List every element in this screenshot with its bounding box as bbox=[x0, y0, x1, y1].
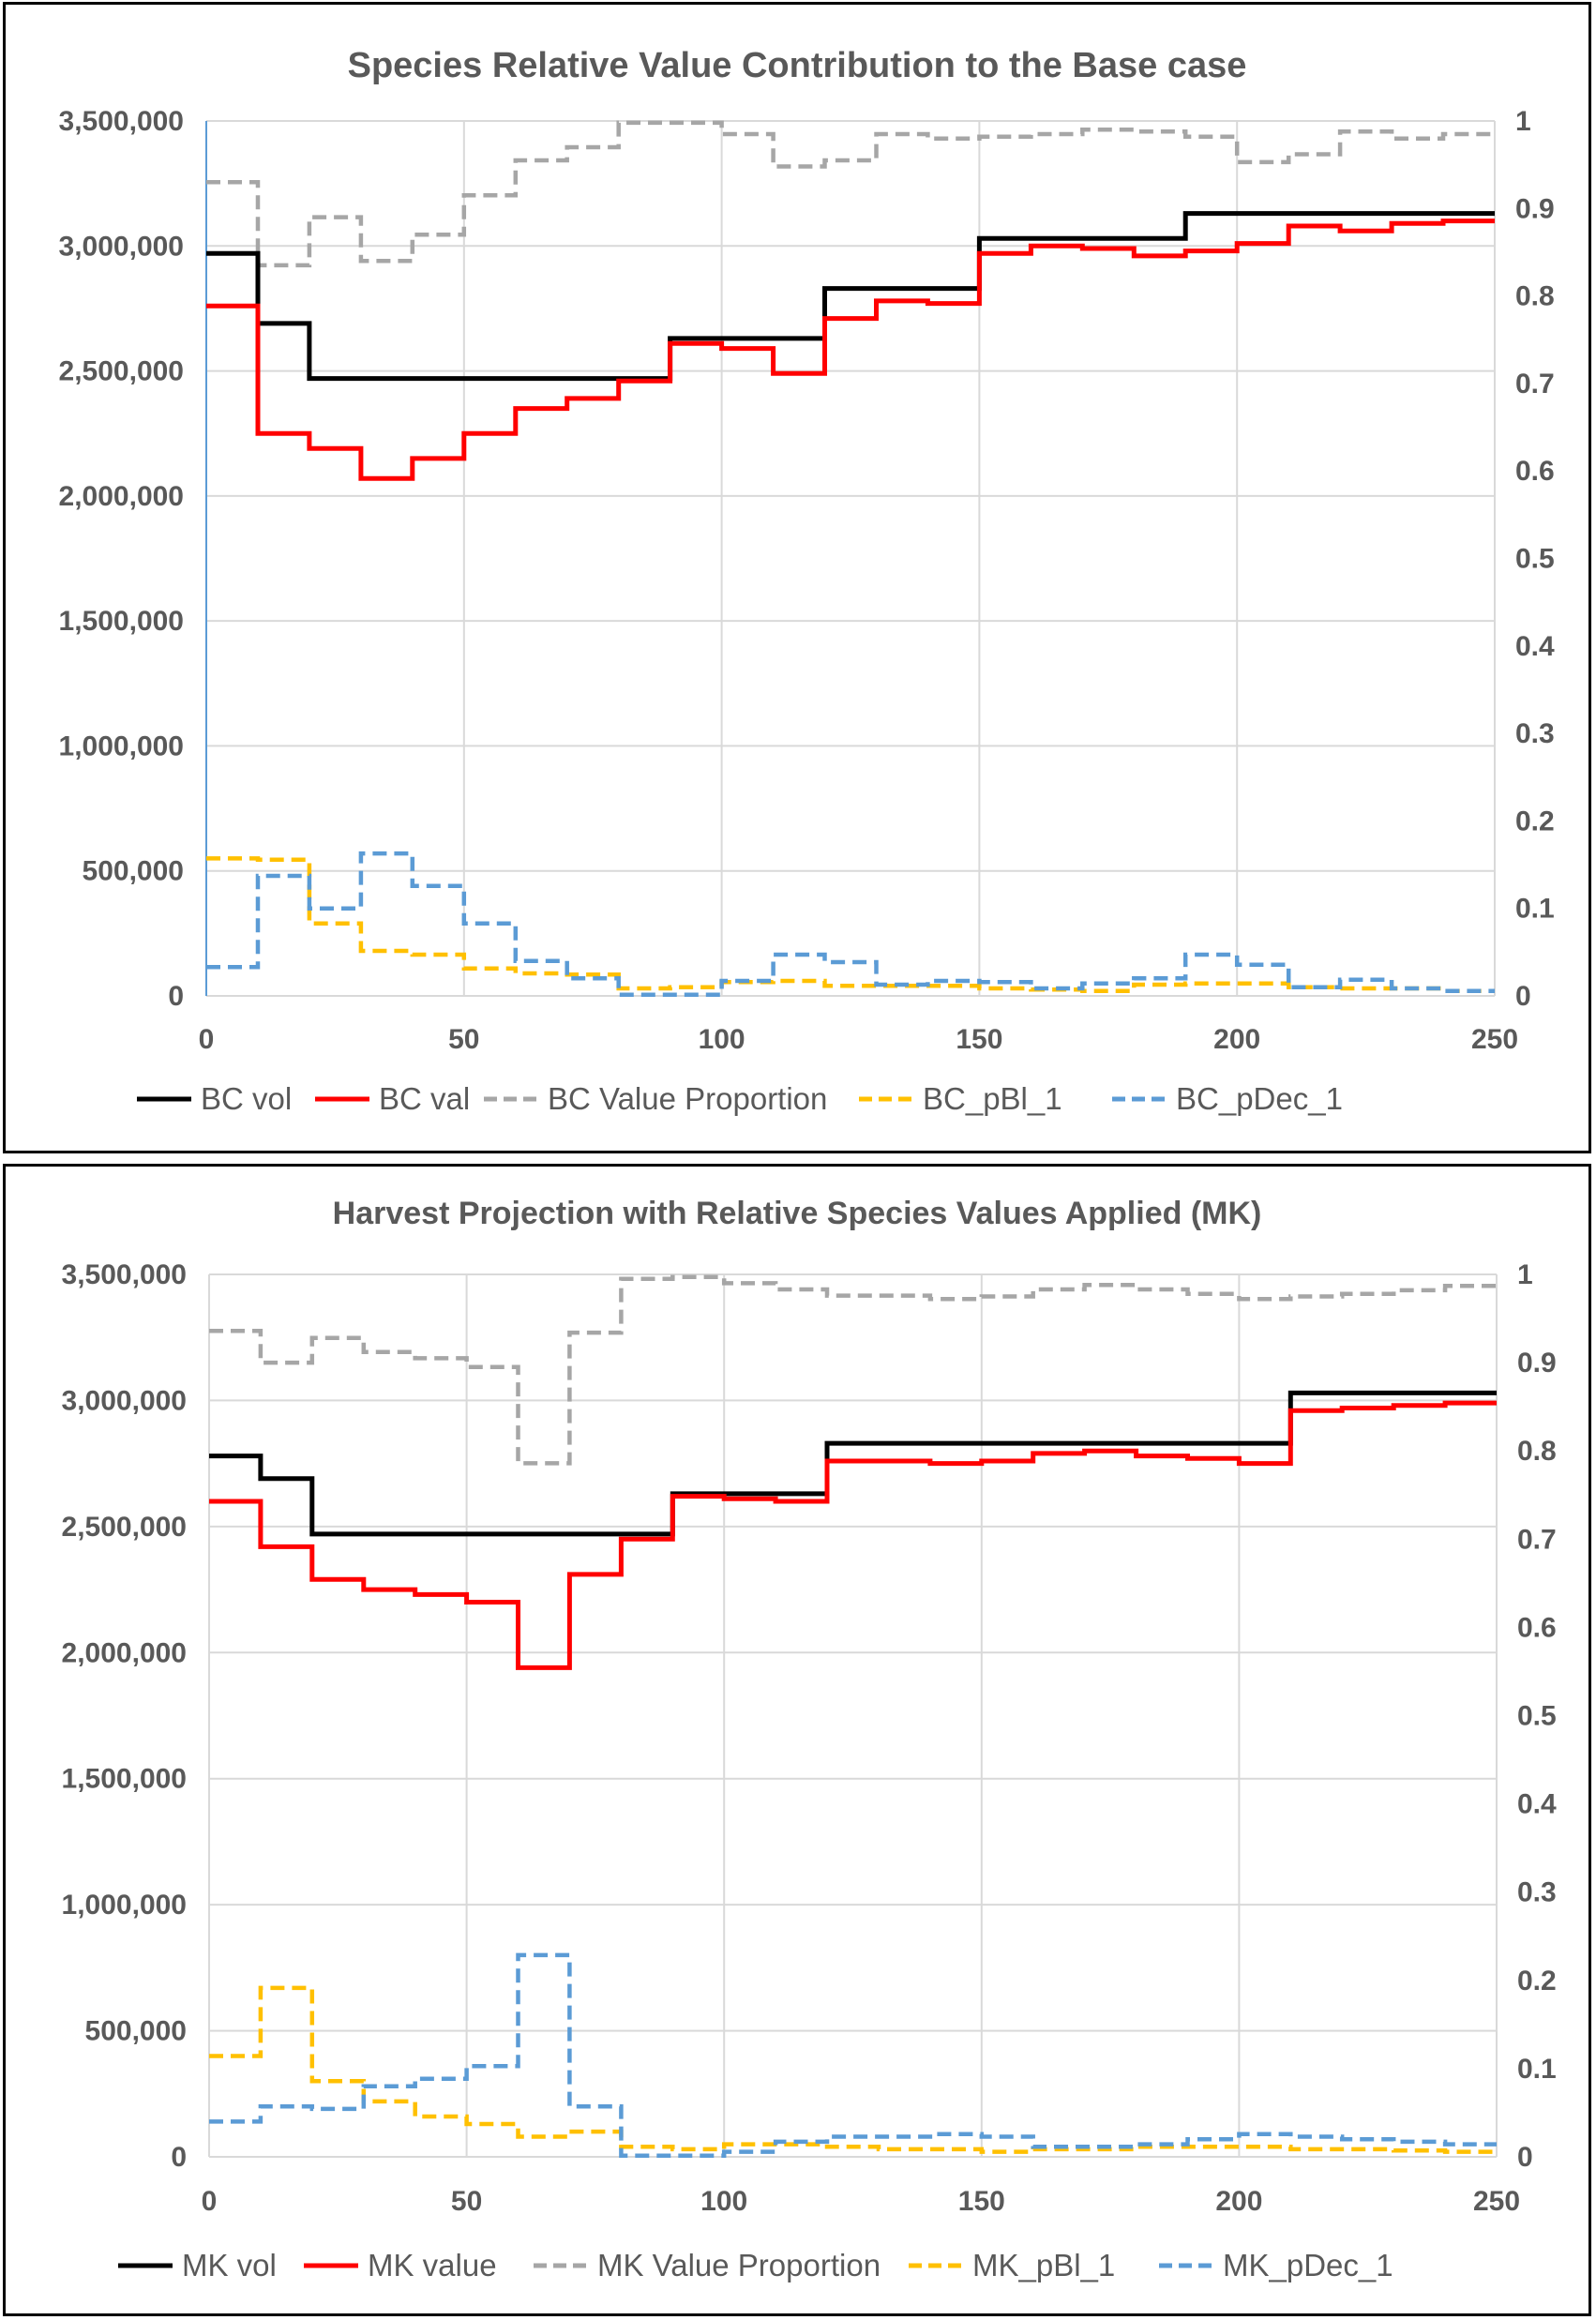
y-tick-label: 1,000,000 bbox=[59, 731, 184, 761]
series-line-mk-value-proportion bbox=[209, 1274, 1497, 1466]
legend-label: MK vol bbox=[182, 2248, 277, 2282]
series-line-bc-pbl-1 bbox=[206, 856, 1495, 993]
legend: MK vol MK value MK Value Proportion MK_pBl_… bbox=[118, 2248, 1393, 2282]
y-tick-label: 500,000 bbox=[85, 2016, 187, 2047]
series-line-mk-value bbox=[209, 1400, 1497, 1670]
y-tick-label: 3,000,000 bbox=[62, 1385, 187, 1416]
chart-panel-1: Species Relative Value Contribution to t… bbox=[3, 2, 1591, 1153]
y2-tick-label: 0.6 bbox=[1515, 456, 1555, 487]
y2-tick-label: 0.6 bbox=[1517, 1612, 1557, 1643]
y2-tick-label: 0.3 bbox=[1517, 1877, 1557, 1908]
y-tick-label: 2,000,000 bbox=[62, 1637, 187, 1668]
y2-tick-label: 0.4 bbox=[1515, 631, 1555, 662]
y2-tick-label: 0.1 bbox=[1517, 2054, 1557, 2085]
y-tick-label: 2,500,000 bbox=[62, 1512, 187, 1543]
y2-tick-label: 0.7 bbox=[1515, 369, 1555, 399]
x-tick-label: 50 bbox=[448, 1024, 479, 1055]
y2-tick-label: 0.8 bbox=[1515, 281, 1555, 312]
legend-label: BC_pBl_1 bbox=[923, 1081, 1062, 1116]
y-tick-label: 2,000,000 bbox=[59, 481, 184, 512]
chart-panel-2: Harvest Projection with Relative Species… bbox=[3, 1164, 1591, 2316]
gridlines bbox=[205, 120, 1496, 997]
series-line-mk-vol bbox=[209, 1390, 1497, 1537]
y2-tick-label: 0.4 bbox=[1517, 1789, 1557, 1820]
series-line-mk-pdec-1 bbox=[209, 1952, 1497, 2158]
y-tick-label: 3,000,000 bbox=[59, 231, 184, 262]
legend-label: BC_pDec_1 bbox=[1176, 1081, 1343, 1116]
y-tick-label: 1,000,000 bbox=[62, 1890, 187, 1921]
legend-label: BC Value Proportion bbox=[548, 1081, 827, 1116]
legend-label: BC vol bbox=[201, 1081, 292, 1116]
x-tick-label: 0 bbox=[202, 2186, 218, 2217]
x-tick-label: 250 bbox=[1471, 1024, 1518, 1055]
x-tick-label: 200 bbox=[1215, 2186, 1262, 2217]
series-line-bc-pdec-1 bbox=[206, 851, 1495, 997]
chart-2: Harvest Projection with Relative Species… bbox=[62, 1196, 1557, 2282]
y2-tick-label: 0.2 bbox=[1517, 1966, 1557, 1996]
gridlines bbox=[208, 1273, 1498, 2158]
series-line-mk-pbl-1 bbox=[209, 1985, 1497, 2154]
y2-tick-label: 1 bbox=[1517, 1259, 1533, 1290]
chart-title: Harvest Projection with Relative Species… bbox=[333, 1196, 1262, 1231]
x-tick-label: 100 bbox=[699, 1024, 745, 1055]
y2-tick-label: 0.5 bbox=[1517, 1701, 1557, 1732]
legend-label: BC val bbox=[379, 1081, 470, 1116]
series-line-bc-val bbox=[206, 218, 1495, 481]
y-tick-label: 1,500,000 bbox=[59, 606, 184, 637]
y-tick-label: 2,500,000 bbox=[59, 356, 184, 387]
series-line-bc-value-proportion bbox=[206, 120, 1495, 268]
x-tick-label: 100 bbox=[700, 2186, 747, 2217]
y2-tick-label: 0 bbox=[1515, 981, 1531, 1012]
y2-tick-label: 0.9 bbox=[1515, 193, 1555, 224]
legend: BC vol BC val BC Value Proportion BC_pBl_1 B… bbox=[137, 1081, 1343, 1116]
y-tick-label: 1,500,000 bbox=[62, 1764, 187, 1795]
y2-tick-label: 0.8 bbox=[1517, 1436, 1557, 1467]
series-line-bc-vol bbox=[206, 211, 1495, 382]
y2-tick-label: 0 bbox=[1517, 2142, 1533, 2173]
y2-tick-label: 0.1 bbox=[1515, 894, 1555, 925]
x-tick-label: 200 bbox=[1213, 1024, 1260, 1055]
x-tick-label: 50 bbox=[451, 2186, 482, 2217]
y2-tick-label: 0.5 bbox=[1515, 544, 1555, 575]
y-tick-label: 3,500,000 bbox=[62, 1259, 187, 1290]
legend-label: MK_pBl_1 bbox=[972, 2248, 1115, 2282]
legend-label: MK value bbox=[368, 2248, 497, 2282]
x-tick-label: 0 bbox=[199, 1024, 215, 1055]
x-tick-label: 250 bbox=[1473, 2186, 1520, 2217]
x-tick-label: 150 bbox=[956, 1024, 1002, 1055]
y-tick-label: 3,500,000 bbox=[59, 106, 184, 137]
y2-tick-label: 0.9 bbox=[1517, 1348, 1557, 1378]
legend-label: MK_pDec_1 bbox=[1223, 2248, 1393, 2282]
y-tick-label: 0 bbox=[171, 2142, 187, 2173]
y-tick-label: 0 bbox=[168, 981, 184, 1012]
chart-1: Species Relative Value Contribution to t… bbox=[59, 46, 1555, 1116]
legend-label: MK Value Proportion bbox=[597, 2248, 881, 2282]
chart-title: Species Relative Value Contribution to t… bbox=[348, 46, 1247, 85]
x-tick-label: 150 bbox=[958, 2186, 1005, 2217]
y-tick-label: 500,000 bbox=[83, 856, 184, 887]
y2-tick-label: 0.2 bbox=[1515, 806, 1555, 836]
y2-tick-label: 0.3 bbox=[1515, 718, 1555, 749]
y2-tick-label: 0.7 bbox=[1517, 1524, 1557, 1555]
y2-tick-label: 1 bbox=[1515, 106, 1531, 137]
